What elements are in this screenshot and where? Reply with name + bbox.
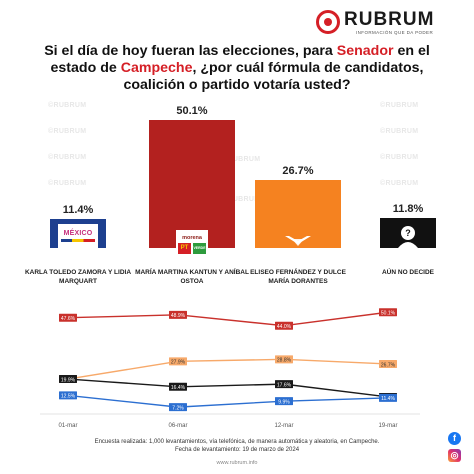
watermark: ©RUBRUM — [48, 180, 87, 187]
question-part: en el estado de — [50, 43, 430, 76]
trend-point-marker — [59, 391, 77, 400]
mexico-coalition-logo: MÉXICO — [58, 224, 98, 248]
bar-value-label: 26.7% — [282, 164, 314, 177]
watermark: ©RUBRUM — [380, 102, 419, 109]
trend-point-marker — [169, 382, 187, 391]
question-highlight: Senador — [336, 43, 394, 59]
eagle-icon — [285, 236, 311, 246]
trend-point-label: 48.9% — [171, 313, 186, 319]
svg-text:?: ? — [405, 228, 411, 238]
trend-point-marker — [169, 357, 187, 366]
candidate-name: AÚN NO DECIDE — [381, 269, 434, 276]
trend-point-label: 47.6% — [61, 316, 76, 322]
watermark: ©RUBRUM — [222, 156, 261, 163]
movimiento-ciudadano-logo — [283, 232, 313, 248]
trend-point-marker — [379, 359, 397, 368]
pt-verde-logos: PT VERDE — [178, 242, 206, 254]
survey-question: Si el día de hoy fueran las elecciones, … — [20, 43, 454, 94]
trend-point-label: 12.5% — [61, 394, 76, 400]
trend-point-marker — [169, 403, 187, 412]
watermark: ©RUBRUM — [48, 102, 87, 109]
trend-point-label: 17.6% — [277, 382, 292, 388]
brand-name: RUBRUM — [344, 9, 435, 30]
x-tick-label: 19-mar — [378, 423, 397, 429]
trend-point-marker — [59, 313, 77, 322]
trend-point-label: 7.2% — [172, 405, 184, 411]
verde-logo: VERDE — [193, 242, 206, 254]
instagram-icon[interactable]: ◎ — [448, 449, 461, 462]
bar-maria-martina-kantun — [149, 120, 235, 248]
bar-value-label: 11.8% — [392, 202, 424, 215]
candidate-name: KARLA TOLEDO ZAMORA Y LIDIA MARQUART — [24, 269, 132, 285]
brand-logo: RUBRUM INFORMACIÓN QUE DA PODER — [316, 9, 466, 36]
watermark: ©RUBRUM — [380, 180, 419, 187]
bar-value-label: 11.4% — [62, 203, 94, 216]
x-tick-label: 06-mar — [168, 423, 187, 429]
bar-eliseo-fernandez — [255, 179, 341, 248]
trend-point-label: 27.9% — [171, 360, 186, 366]
trend-point-marker — [59, 375, 77, 384]
website-url: www.rubrum.info — [216, 460, 258, 466]
question-part: , ¿por cuál fórmula de candidatos, coali… — [123, 60, 424, 93]
question-person-icon: ? — [398, 226, 418, 248]
mexico-logo-text: MÉXICO — [63, 230, 93, 237]
trend-point-marker — [275, 397, 293, 406]
morena-pt-verde-logo: morena PT VERDE — [176, 230, 208, 258]
trend-point-label: 50.1% — [381, 311, 396, 317]
mexico-logo-stripe — [61, 239, 95, 242]
bar-value-label: 50.1% — [176, 105, 208, 117]
question-part: Si el día de hoy fueran las elecciones, … — [44, 43, 337, 59]
brand-logo-icon — [316, 10, 340, 34]
trend-point-label: 16.4% — [171, 385, 186, 391]
question-highlight: Campeche — [120, 60, 193, 76]
trend-point-marker — [275, 355, 293, 364]
brand-tagline: INFORMACIÓN QUE DA PODER — [356, 30, 434, 35]
facebook-icon[interactable]: f — [448, 432, 461, 445]
methodology-note: Encuesta realizada: 1,000 levantamientos… — [20, 438, 454, 454]
trend-series-line — [67, 311, 389, 327]
trend-point-marker — [275, 321, 293, 330]
watermark: ©RUBRUM — [380, 128, 419, 135]
trend-point-label: 9.9% — [278, 399, 290, 405]
verde-logo-text: VERDE — [193, 245, 206, 250]
methodology-line-2: Fecha de levantamiento: 19 de marzo de 2… — [174, 447, 300, 453]
trend-point-label: 44.0% — [277, 324, 292, 330]
trend-point-marker — [169, 310, 187, 319]
undecided-person-icon: ? — [395, 224, 421, 248]
candidate-name: ELISEO FERNÁNDEZ Y DULCE MARÍA DORANTES — [250, 269, 346, 285]
watermark: ©RUBRUM — [48, 128, 87, 135]
trend-point-marker — [379, 393, 397, 402]
trend-point-label: 26.7% — [381, 362, 396, 368]
trend-series-line — [67, 358, 389, 380]
trend-point-label: 19.9% — [61, 377, 76, 383]
watermark: ©RUBRUM — [48, 154, 87, 161]
morena-logo-text: morena — [182, 234, 202, 241]
trend-series-line — [67, 378, 389, 398]
trend-line-chart: 47.6% 48.9% 44.0% 50.1% 19.9% 27.9% 28.8% 26.7%… — [40, 308, 420, 429]
methodology-line-1: Encuesta realizada: 1,000 levantamientos… — [94, 439, 380, 445]
x-tick-label: 12-mar — [274, 423, 293, 429]
trend-series-line — [67, 394, 389, 408]
watermark: ©RUBRUM — [222, 196, 261, 203]
watermark: ©RUBRUM — [380, 154, 419, 161]
pt-logo: PT — [178, 242, 191, 254]
x-tick-label: 01-mar — [58, 423, 77, 429]
candidate-name: MARÍA MARTINA KANTUN Y ANÍBAL OSTOA — [135, 269, 249, 285]
trend-point-label: 28.8% — [277, 358, 292, 364]
trend-point-marker — [275, 380, 293, 389]
trend-point-marker — [379, 308, 397, 317]
trend-point-label: 11.4% — [381, 396, 395, 402]
